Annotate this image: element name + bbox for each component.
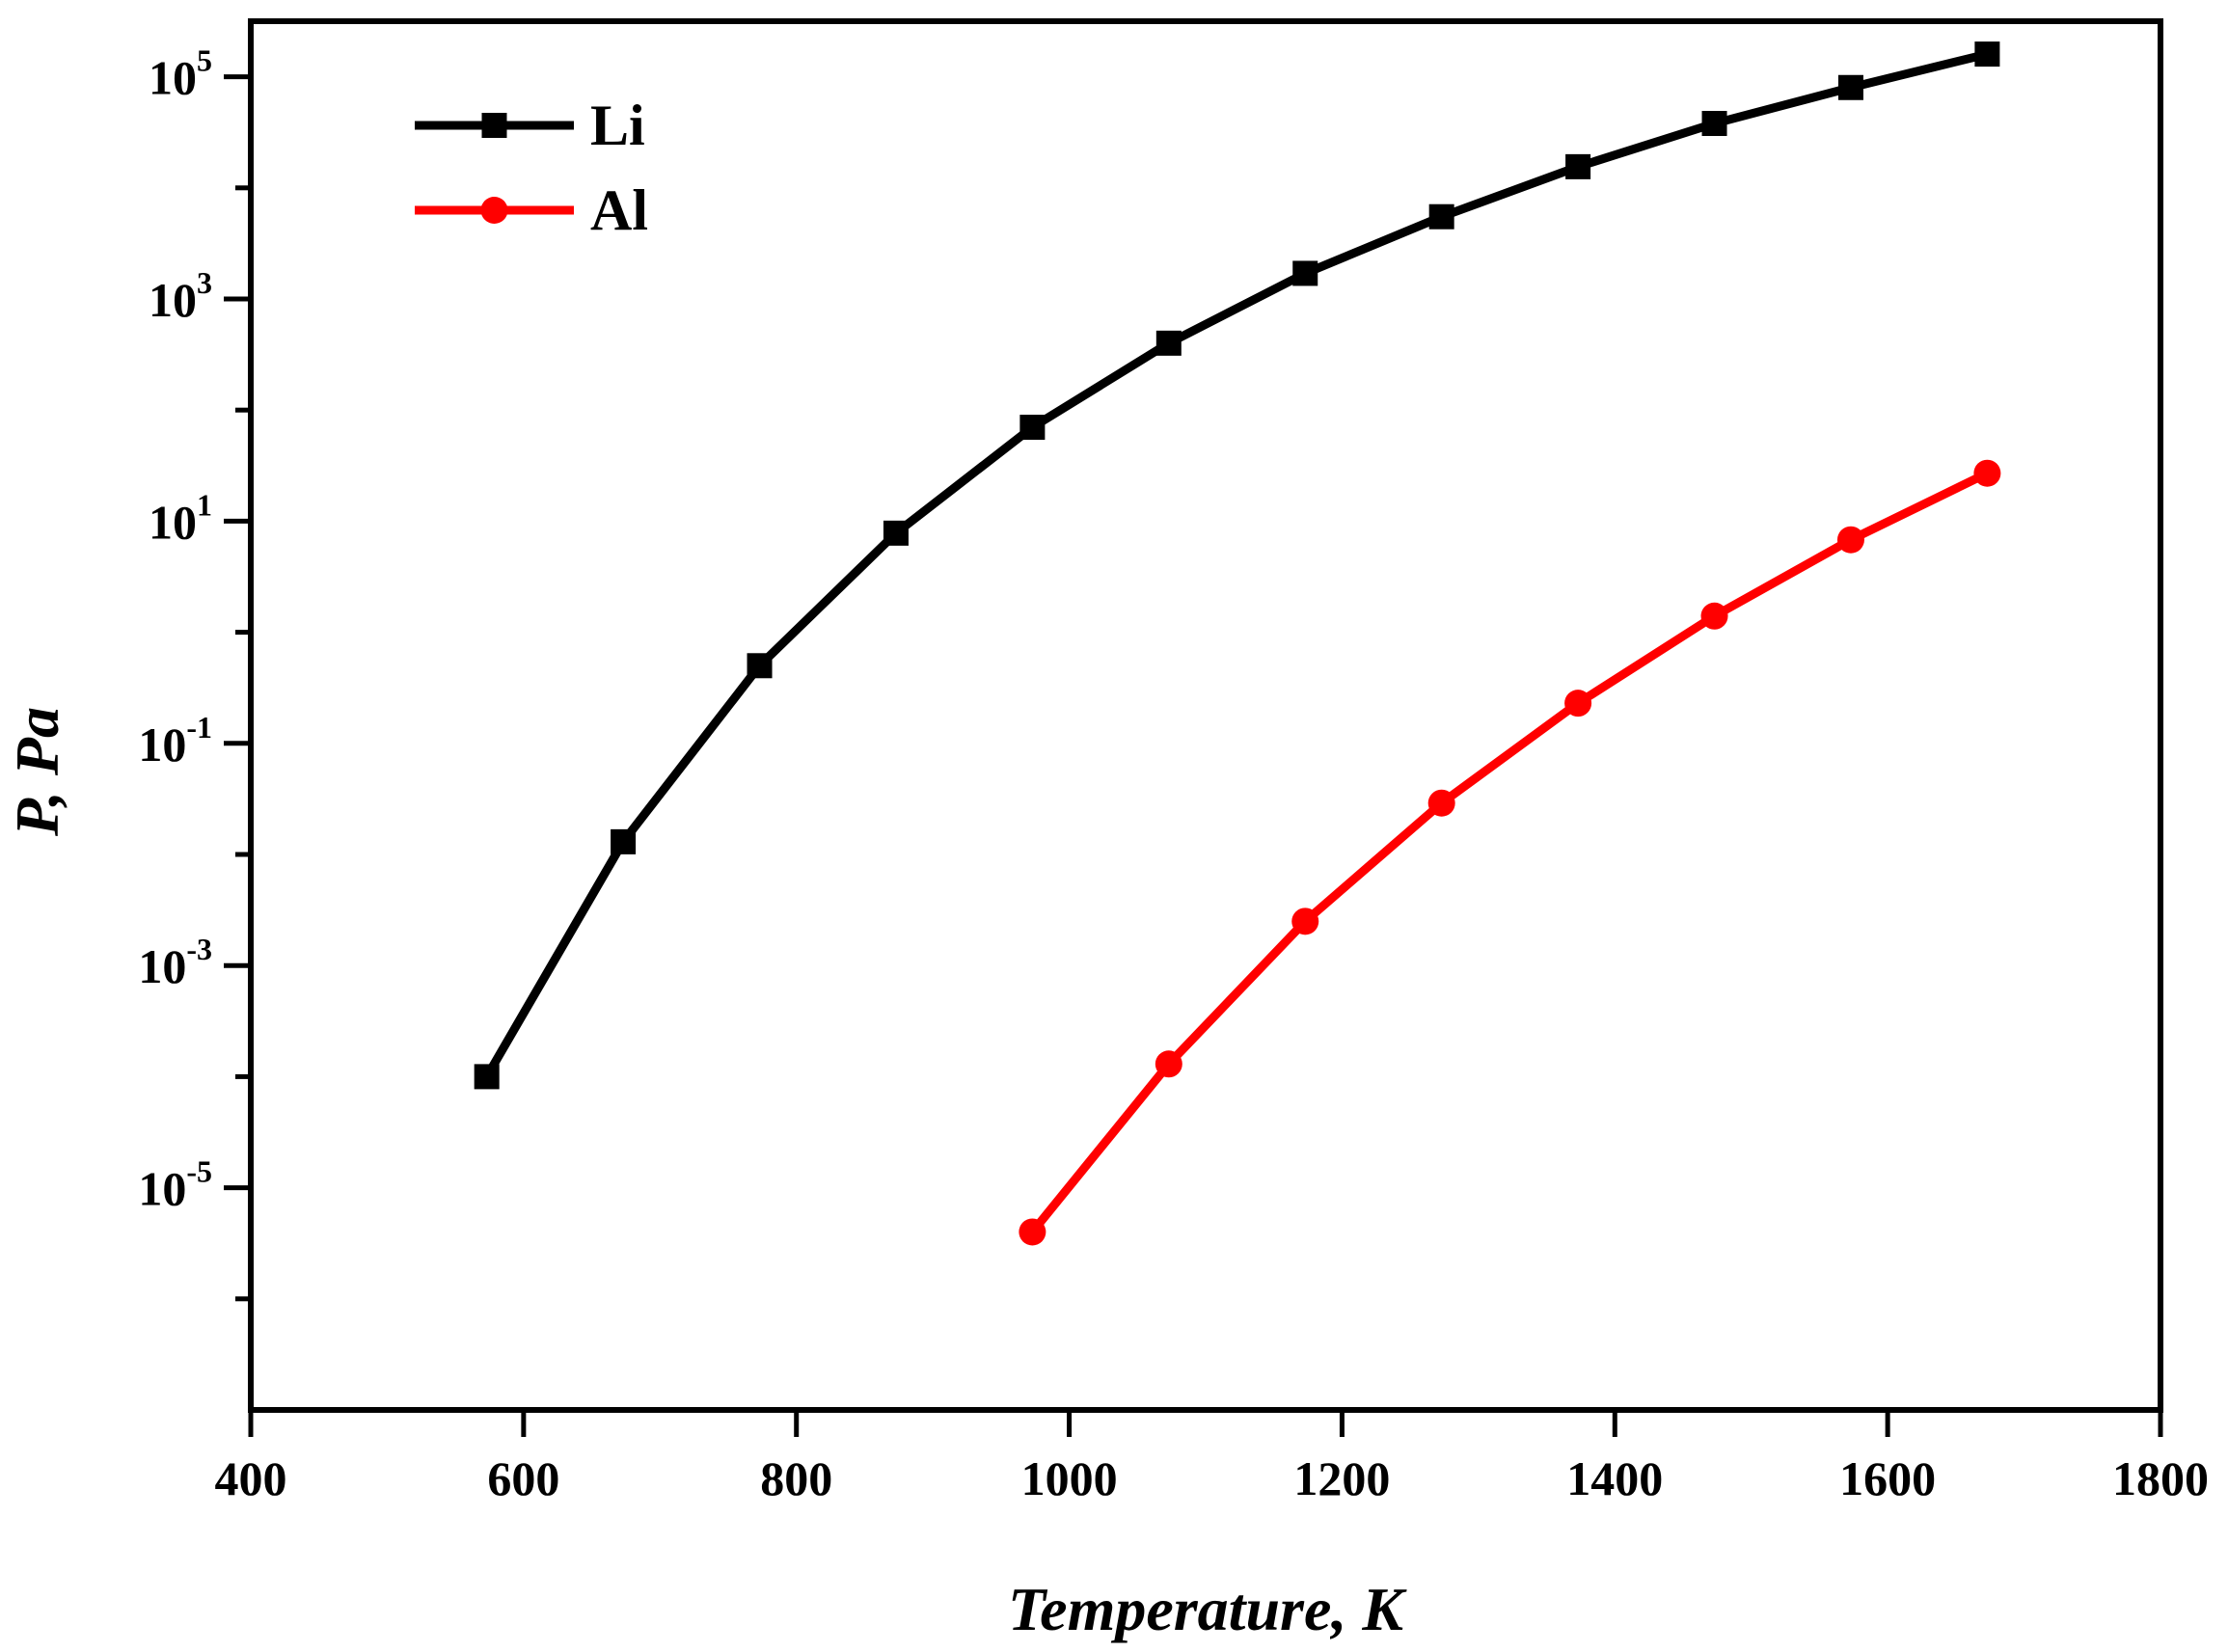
data-point-li: [1292, 260, 1318, 286]
data-point-li: [1974, 41, 2000, 68]
x-tick-label: 1800: [2112, 1451, 2209, 1505]
data-point-al: [1155, 1050, 1182, 1078]
y-axis-title: P, Pa: [3, 707, 71, 837]
series-line-li: [482, 49, 1989, 1079]
x-tick-label: 1400: [1566, 1451, 1663, 1505]
y-tick-label-base: 10: [138, 718, 186, 772]
x-tick-label: 400: [215, 1451, 287, 1505]
legend-marker-li: [481, 113, 507, 138]
data-point-li: [1155, 330, 1182, 356]
data-point-li: [611, 828, 637, 854]
series-line-al: [1028, 469, 1990, 1235]
data-point-al: [1291, 907, 1319, 935]
data-point-al: [1836, 526, 1864, 554]
data-point-al: [1973, 459, 2001, 487]
y-tick-label: 101: [149, 487, 212, 549]
y-tick-label-base: 10: [149, 273, 197, 327]
x-tick-label: 1000: [1021, 1451, 1118, 1505]
x-tick-label: 1200: [1293, 1451, 1390, 1505]
y-tick-label: 103: [149, 265, 212, 327]
data-point-al: [1019, 1218, 1046, 1246]
y-tick-label-base: 10: [149, 51, 197, 105]
x-tick-label: 600: [487, 1451, 559, 1505]
y-tick-label-base: 10: [138, 939, 186, 993]
y-tick-label: 10-1: [138, 710, 212, 772]
data-point-li: [747, 653, 773, 679]
legend: Li Al: [415, 94, 648, 242]
series-layer: [474, 41, 2001, 1246]
data-point-li: [883, 520, 909, 546]
series-al: [1019, 459, 2001, 1246]
data-point-li: [1428, 203, 1454, 230]
data-point-li: [474, 1064, 500, 1090]
y-tick-label: 10-5: [138, 1154, 212, 1216]
y-tick-label-exponent: 5: [197, 43, 212, 78]
y-tick-label-exponent: -5: [186, 1154, 212, 1189]
data-point-li: [1565, 153, 1591, 179]
legend-label-al: Al: [590, 178, 648, 242]
x-tick-label: 800: [760, 1451, 832, 1505]
data-point-li: [1701, 111, 1727, 137]
y-tick-label-base: 10: [149, 495, 197, 549]
legend-marker-al: [480, 197, 508, 224]
x-tick-label: 1600: [1839, 1451, 1936, 1505]
y-tick-label: 105: [149, 43, 212, 105]
tick-labels: 400 600 800 1000 1200 1400 1600 180010-510-310-…: [138, 43, 2209, 1505]
data-point-li: [1837, 74, 1863, 100]
plot-frame: [248, 18, 2163, 1413]
data-point-al: [1427, 789, 1455, 817]
legend-label-li: Li: [590, 94, 645, 157]
y-tick-label: 10-3: [138, 932, 212, 993]
y-tick-label-exponent: 1: [197, 487, 212, 522]
y-tick-label-exponent: -3: [186, 932, 212, 966]
data-point-al: [1700, 602, 1728, 630]
y-tick-label-exponent: 3: [197, 265, 212, 300]
axis-ticks: [224, 74, 2163, 1437]
x-axis-title: Temperature, K: [1008, 1575, 1407, 1643]
y-tick-label-exponent: -1: [186, 710, 212, 745]
series-li: [474, 41, 2000, 1090]
data-point-li: [1019, 415, 1046, 441]
y-tick-label-base: 10: [138, 1162, 186, 1216]
data-point-al: [1564, 690, 1592, 718]
